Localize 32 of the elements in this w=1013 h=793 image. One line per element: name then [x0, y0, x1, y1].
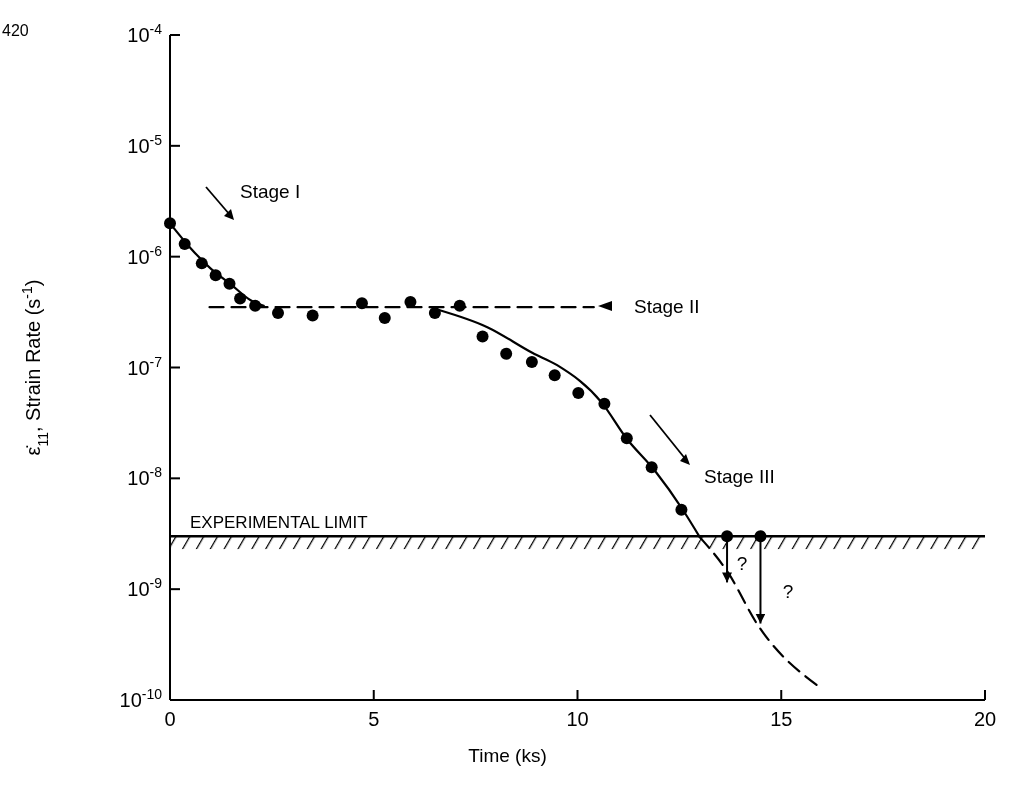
point — [306, 309, 319, 322]
text: 420 — [2, 22, 29, 39]
y-tick-label: 10$^{-9}$ — [127, 575, 163, 601]
x-tick-label: 15 — [770, 708, 793, 730]
point — [525, 356, 538, 369]
x-tick-label: 10 — [566, 708, 589, 730]
point — [428, 307, 441, 320]
x-tick-label: 5 — [368, 708, 380, 730]
annotation: Stage I — [240, 181, 301, 202]
ref-line-label: EXPERIMENTAL LIMIT — [190, 513, 368, 533]
x-tick-label: 0 — [164, 708, 176, 730]
point — [500, 347, 513, 360]
y-tick-label: 10$^{-8}$ — [127, 464, 163, 490]
x-tick-label: 20 — [973, 708, 997, 730]
y-tick-label: 10$^{-5}$ — [127, 131, 163, 157]
x-axis-title: Time (ks) — [468, 745, 547, 766]
annotation: Stage III — [704, 466, 775, 487]
point — [271, 307, 284, 320]
point — [754, 530, 767, 543]
point — [721, 530, 734, 543]
point — [378, 311, 391, 324]
point — [476, 330, 489, 343]
annotation: ? — [782, 581, 794, 602]
point — [572, 386, 585, 399]
point — [548, 369, 561, 382]
y-tick-label: 10$^{-7}$ — [127, 353, 163, 379]
point — [355, 297, 368, 310]
y-tick-label: 10$^{-6}$ — [127, 242, 163, 268]
annotation: Stage II — [634, 296, 700, 317]
annotation: ? — [736, 553, 748, 574]
y-tick-label: 10$^{-4}$ — [127, 21, 163, 46]
y-tick-label: 10$^{-10}$ — [119, 686, 163, 711]
